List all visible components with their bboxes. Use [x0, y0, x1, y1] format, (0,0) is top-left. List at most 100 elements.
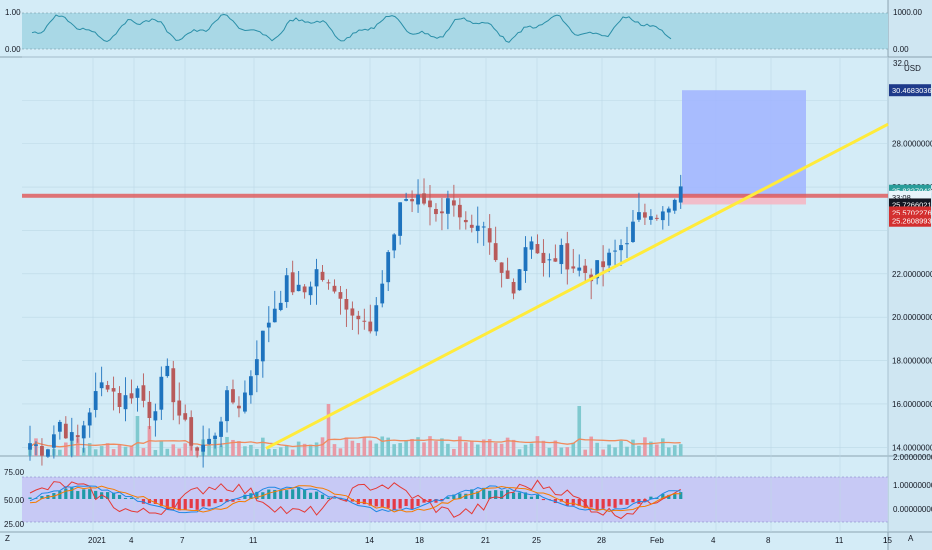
volume-bar — [440, 438, 444, 456]
histogram-bar — [434, 499, 438, 503]
candle-body — [625, 243, 629, 245]
volume-bar — [625, 446, 629, 456]
candle-body — [469, 224, 474, 228]
candle-body — [177, 400, 182, 416]
candle-body — [487, 228, 492, 243]
candle-body — [272, 308, 277, 323]
histogram-bar — [40, 496, 44, 499]
candle-body — [637, 212, 641, 220]
histogram-bar — [380, 499, 384, 508]
candle-body — [63, 423, 68, 439]
volume-bar — [135, 416, 140, 456]
volume-bar — [404, 440, 408, 456]
volume-bar — [672, 445, 677, 456]
candle-body — [326, 282, 331, 284]
candle-body — [428, 200, 432, 208]
candle-body — [320, 271, 325, 281]
rsi-line — [29, 479, 681, 520]
horizontal-line[interactable] — [22, 193, 888, 198]
volume-bar — [649, 441, 653, 456]
volume-bar — [398, 443, 402, 456]
histogram-bar — [58, 491, 62, 499]
histogram-bar — [291, 489, 295, 499]
volume-bar — [541, 440, 546, 456]
histogram-bar — [213, 499, 217, 504]
candle-body — [28, 443, 32, 450]
volume-bar — [75, 438, 80, 456]
candle-body — [529, 241, 534, 250]
volume-bar — [631, 439, 635, 456]
volume-bar — [678, 444, 683, 456]
candle-body — [660, 211, 665, 221]
candle-body — [446, 198, 450, 214]
histogram-bar — [511, 492, 516, 499]
time-axis[interactable]: 2021 4 7 11 14 18 21 25 28 Feb 4 8 11 151 — [88, 536, 892, 545]
histogram-bar — [416, 499, 420, 506]
bottom-indicator-right-label: 1.00000000 — [893, 481, 932, 490]
long-position-tool[interactable] — [682, 90, 806, 205]
candle-body — [380, 283, 385, 304]
candle-body — [46, 449, 50, 457]
candle-body — [34, 444, 38, 446]
histogram-bar — [100, 492, 104, 499]
histogram-bar — [249, 493, 253, 499]
histogram-bar — [613, 499, 617, 508]
candle-body — [511, 281, 516, 294]
histogram-bar — [368, 499, 372, 506]
candle-body — [332, 285, 337, 292]
volume-bar — [249, 444, 253, 456]
time-tick-label: 4 — [711, 536, 716, 545]
time-tick-label: 2021 — [88, 536, 106, 545]
histogram-bar — [398, 499, 402, 509]
price-tick-label: 20.00000000 — [892, 313, 932, 322]
histogram-bar — [201, 499, 205, 507]
histogram-bar — [541, 499, 546, 501]
histogram-bar — [243, 494, 247, 499]
histogram-bar — [392, 499, 396, 511]
candle-body — [356, 315, 361, 320]
price-tick-label: 16.00000000 — [892, 400, 932, 409]
candle-body — [410, 199, 414, 202]
volume-bar — [267, 448, 271, 456]
volume-bar — [434, 441, 438, 456]
histogram-bar — [362, 499, 366, 505]
volume-bar — [129, 445, 134, 456]
candle-body — [213, 435, 217, 440]
candle-body — [123, 395, 128, 410]
stoch-d-line — [29, 485, 681, 513]
candle-body — [278, 302, 283, 310]
volume-bar — [320, 437, 325, 456]
histogram-bar — [488, 490, 492, 499]
candle-body — [51, 434, 56, 448]
histogram-bar — [237, 499, 241, 500]
volume-bar — [469, 440, 474, 456]
histogram-bar — [183, 499, 187, 510]
volume-bar — [410, 438, 414, 456]
candle-body — [99, 382, 104, 389]
candle-body — [666, 208, 671, 213]
volume-bar — [362, 437, 367, 456]
histogram-bar — [667, 494, 671, 499]
trend-line[interactable] — [265, 122, 889, 450]
histogram-bar — [153, 499, 157, 504]
histogram-bar — [129, 497, 134, 499]
candle-body — [237, 405, 241, 409]
volume-bar — [487, 439, 492, 456]
volume-bar — [87, 443, 92, 456]
histogram-bar — [165, 499, 169, 510]
price-axis[interactable]: 28.0000000026.0000000022.0000000020.0000… — [4, 8, 932, 529]
candle-body — [40, 445, 44, 456]
candle-body — [93, 391, 98, 410]
target-zone — [682, 90, 806, 196]
volume-bar — [302, 443, 307, 456]
histogram-bar — [649, 496, 653, 499]
volume-bar — [368, 440, 373, 456]
candle-body — [475, 225, 480, 232]
histogram-bar — [308, 492, 313, 499]
volume-bar — [64, 442, 68, 456]
time-tick-label: 11 — [835, 536, 844, 545]
volume-bar — [123, 446, 128, 456]
candle-body — [523, 247, 528, 272]
time-tick-label: 15 — [883, 536, 892, 545]
